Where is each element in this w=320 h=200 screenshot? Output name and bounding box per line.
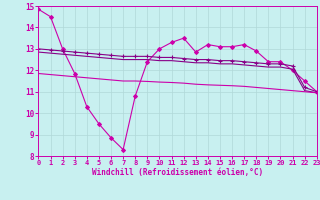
X-axis label: Windchill (Refroidissement éolien,°C): Windchill (Refroidissement éolien,°C) (92, 168, 263, 177)
